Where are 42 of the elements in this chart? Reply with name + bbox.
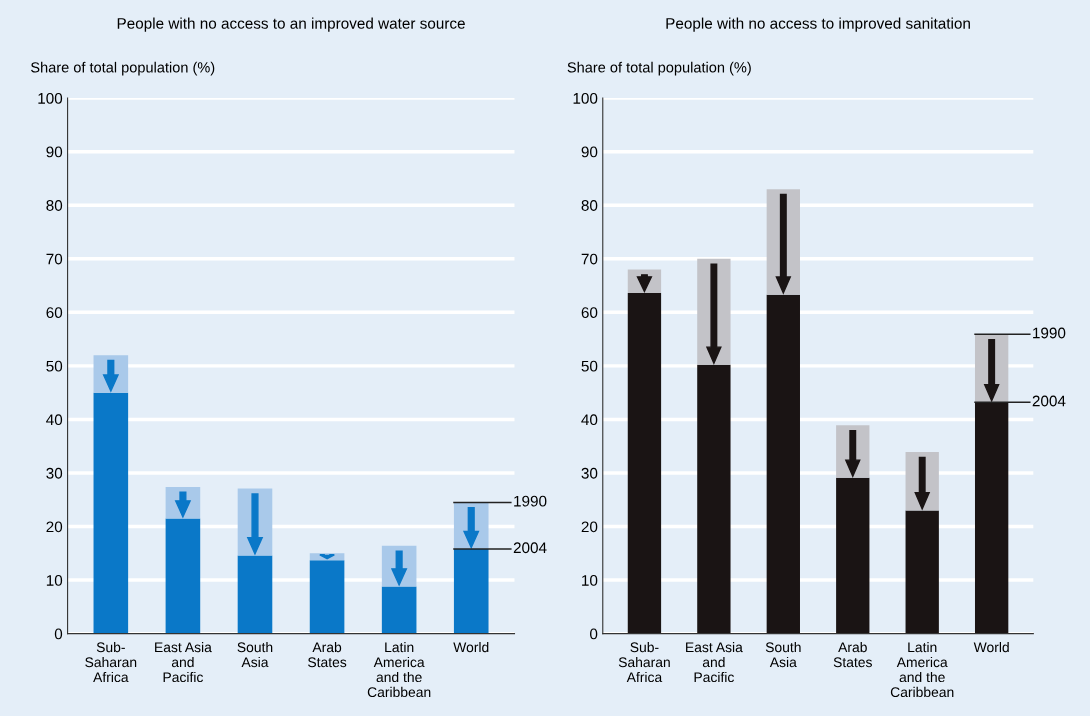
annotation: 2004	[1032, 395, 1066, 407]
y-tick-label: 60	[46, 307, 63, 319]
y-tick-label: 20	[581, 521, 598, 533]
y-tick-label: 80	[46, 200, 63, 211]
x-tick-label: World	[453, 641, 489, 653]
y-tick-label: 50	[46, 360, 63, 372]
annotation: 2004	[513, 542, 547, 554]
x-tick-label: Arab States	[308, 641, 347, 668]
x-tick-label: Arab States	[833, 641, 872, 668]
x-tick-label: Latin America and the Caribbean	[367, 641, 431, 698]
y-tick-label: 100	[38, 92, 63, 104]
x-tick-label: Sub- Saharan Africa	[85, 641, 137, 683]
y-tick-label: 30	[46, 467, 63, 479]
y-tick-label: 50	[581, 360, 598, 372]
x-tick-label: Sub- Saharan Africa	[618, 641, 670, 683]
y-tick-label: 100	[573, 92, 598, 104]
y-tick-label: 70	[46, 253, 63, 265]
y-tick-label: 30	[581, 467, 598, 479]
y-tick-label: 40	[46, 414, 63, 426]
x-tick-label: South Asia	[765, 641, 801, 668]
annotation: 1990	[1033, 327, 1066, 339]
y-tick-label: 90	[581, 146, 598, 158]
y-tick-label: 80	[581, 200, 598, 211]
x-tick-label: South Asia	[237, 641, 273, 668]
y-axis-title: Share of total population (%)	[31, 61, 215, 76]
x-tick-label: East Asia and Pacific	[155, 641, 212, 683]
y-tick-label: 60	[581, 307, 598, 319]
y-tick-label: 90	[46, 146, 63, 158]
x-tick-label: East Asia and Pacific	[686, 641, 743, 683]
x-tick-label: World	[973, 641, 1009, 653]
y-tick-label: 0	[54, 628, 63, 640]
y-tick-label: 70	[581, 253, 598, 265]
chart-title: People with no access to improved sanitation	[666, 17, 970, 32]
x-tick-label: Latin America and the Caribbean	[890, 641, 954, 698]
chart-title: People with no access to an improved water source	[117, 17, 465, 32]
y-tick-label: 0	[590, 628, 598, 640]
y-tick-label: 40	[581, 414, 598, 426]
y-tick-label: 20	[46, 521, 63, 533]
y-axis-title: Share of total population (%)	[567, 61, 751, 76]
annotation: 1990	[514, 495, 547, 507]
y-tick-label: 10	[46, 574, 63, 586]
y-tick-label: 10	[582, 574, 598, 586]
